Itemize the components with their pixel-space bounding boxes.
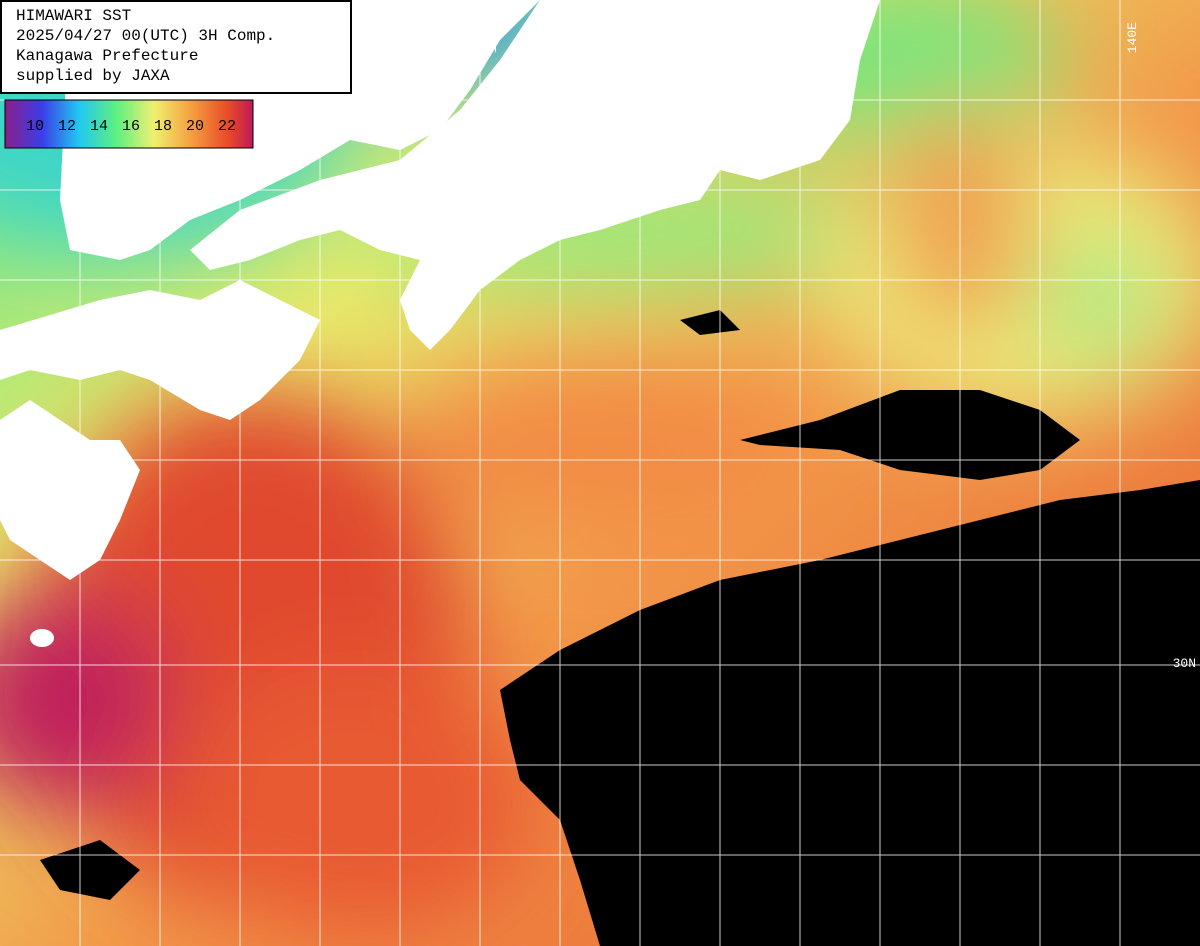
color-legend: 10 12 14 16 18 20 22	[4, 99, 254, 149]
legend-tick-label: 16	[122, 118, 140, 135]
lat-label: 30N	[1173, 656, 1196, 671]
legend-tick-label: 20	[186, 118, 204, 135]
header-line: supplied by JAXA	[16, 67, 170, 85]
legend-tick-label: 10	[26, 118, 44, 135]
legend-tick-label: 22	[218, 118, 236, 135]
legend-tick-label: 12	[58, 118, 76, 135]
header-line: Kanagawa Prefecture	[16, 47, 198, 65]
lon-label: 140E	[1125, 22, 1140, 53]
header-line: HIMAWARI SST	[16, 7, 131, 25]
header-line: 2025/04/27 00(UTC) 3H Comp.	[16, 27, 275, 45]
legend-tick-label: 14	[90, 118, 108, 135]
lon-label: 136E	[485, 22, 500, 53]
header-box: HIMAWARI SST 2025/04/27 00(UTC) 3H Comp.…	[0, 0, 352, 94]
cloud-mask	[40, 310, 1200, 946]
legend-tick-label: 18	[154, 118, 172, 135]
